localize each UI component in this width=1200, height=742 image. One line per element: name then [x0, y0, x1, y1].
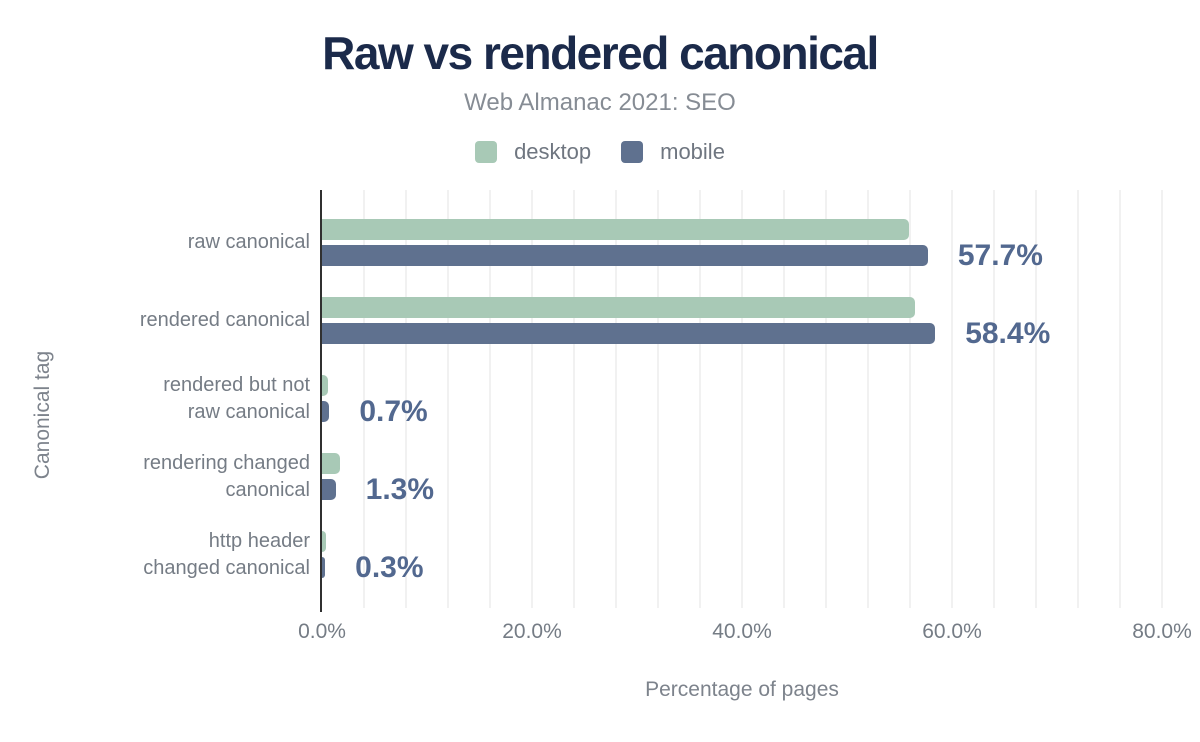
gridline	[363, 190, 365, 608]
legend-label-mobile: mobile	[660, 139, 725, 164]
category-label: rendered but not raw canonical	[163, 373, 310, 423]
legend-swatch-desktop	[475, 141, 498, 163]
gridline	[993, 190, 995, 608]
gridline	[825, 190, 827, 608]
chart-title: Raw vs rendered canonical	[322, 27, 879, 79]
legend-item-desktop[interactable]: desktop	[475, 139, 591, 165]
value-label: 0.7%	[359, 394, 428, 428]
gridline	[867, 190, 869, 608]
bar-mobile-3[interactable]	[322, 479, 336, 500]
bar-desktop-0[interactable]	[322, 219, 909, 240]
bar-desktop-2[interactable]	[322, 375, 329, 396]
gridline	[573, 190, 575, 608]
gridline	[783, 190, 785, 608]
gridline	[1119, 190, 1121, 608]
gridline	[615, 190, 617, 608]
gridline	[1161, 190, 1163, 608]
x-tick-label: 80.0%	[1132, 620, 1192, 643]
legend-item-mobile[interactable]: mobile	[621, 139, 725, 165]
y-axis-line	[320, 190, 322, 612]
bar-mobile-1[interactable]	[322, 323, 936, 344]
bar-mobile-2[interactable]	[322, 401, 330, 422]
value-label: 0.3%	[355, 550, 424, 584]
x-tick-label: 20.0%	[502, 620, 562, 643]
x-tick-label: 40.0%	[712, 620, 772, 643]
bar-desktop-1[interactable]	[322, 297, 916, 318]
value-label: 1.3%	[365, 472, 435, 506]
bar-mobile-0[interactable]	[322, 245, 928, 266]
value-label: 58.4%	[965, 316, 1051, 350]
gridline	[741, 190, 743, 608]
category-label: rendered canonical	[139, 309, 310, 331]
gridline	[657, 190, 659, 608]
gridline	[1035, 190, 1037, 608]
gridline	[531, 190, 533, 608]
category-label: http header changed canonical	[143, 529, 310, 579]
x-tick-label: 60.0%	[922, 620, 982, 643]
gridline	[1077, 190, 1079, 608]
gridline	[489, 190, 491, 608]
bar-desktop-4[interactable]	[322, 531, 327, 552]
x-tick-label: 0.0%	[298, 620, 346, 643]
category-label: rendering changed canonical	[143, 451, 310, 501]
bar-desktop-3[interactable]	[322, 453, 340, 474]
gridline	[699, 190, 701, 608]
legend: desktop mobile	[0, 139, 1200, 165]
x-axis-title: Percentage of pages	[645, 678, 839, 701]
gridline	[447, 190, 449, 608]
legend-swatch-mobile	[621, 141, 644, 163]
gridline	[951, 190, 953, 608]
y-axis-title: Canonical tag	[31, 350, 54, 480]
value-label: 57.7%	[957, 238, 1043, 272]
gridline	[405, 190, 407, 608]
bar-mobile-4[interactable]	[322, 557, 326, 578]
gridline	[909, 190, 911, 608]
chart-subtitle: Web Almanac 2021: SEO	[464, 89, 736, 116]
legend-label-desktop: desktop	[514, 139, 592, 164]
category-label: raw canonical	[187, 231, 310, 253]
